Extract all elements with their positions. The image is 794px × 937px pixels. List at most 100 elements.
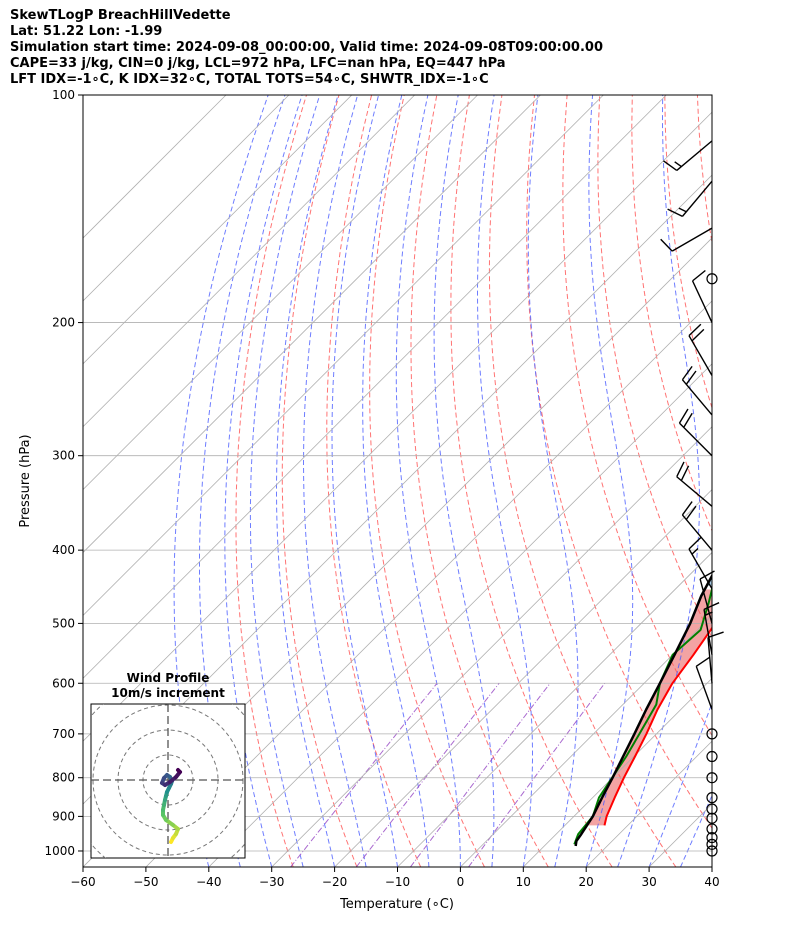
barb-flag bbox=[660, 238, 673, 252]
isotherm--80 bbox=[83, 111, 712, 742]
barb-half-flag bbox=[678, 207, 687, 213]
barb-staff bbox=[695, 666, 713, 710]
wind-barb bbox=[663, 140, 713, 172]
isotherm-0 bbox=[460, 614, 712, 867]
barb-staff bbox=[707, 637, 713, 684]
y-tick-label: 700 bbox=[52, 727, 75, 741]
isotherm--90 bbox=[83, 95, 667, 679]
hodograph-plot bbox=[91, 704, 245, 858]
barb-flag bbox=[707, 631, 724, 639]
dry-adiabat-60 bbox=[597, 95, 712, 639]
barb-staff bbox=[671, 227, 713, 252]
barb-staff bbox=[688, 335, 713, 376]
parcel-line bbox=[574, 573, 712, 847]
barb-staff bbox=[676, 476, 713, 507]
barb-flag bbox=[663, 160, 678, 172]
dry-adiabat-30 bbox=[488, 95, 677, 867]
dewpoint-line bbox=[573, 585, 712, 845]
hodograph-title: Wind Profile bbox=[127, 671, 210, 685]
moist-adiabat--35 bbox=[199, 95, 286, 867]
wind-barb bbox=[678, 408, 713, 457]
isotherm-40 bbox=[711, 866, 712, 867]
x-tick-label: 20 bbox=[579, 875, 594, 889]
moist-adiabat--30 bbox=[224, 95, 303, 867]
chart-header: SkewTLogP BreachHillVedette Lat: 51.22 L… bbox=[10, 8, 603, 88]
isotherm--160 bbox=[83, 95, 227, 239]
x-tick-label: −20 bbox=[322, 875, 347, 889]
wind-barb bbox=[695, 656, 713, 710]
hodograph-segment bbox=[176, 768, 182, 774]
moist-adiabat-35 bbox=[680, 794, 712, 867]
x-tick-label: 40 bbox=[704, 875, 719, 889]
barb-flag bbox=[685, 505, 697, 520]
barb-half-flag bbox=[691, 547, 699, 555]
x-tick-label: −50 bbox=[133, 875, 158, 889]
barb-staff bbox=[691, 280, 713, 323]
isotherm-10 bbox=[523, 677, 712, 867]
wind-barb bbox=[660, 227, 713, 252]
wind-barb bbox=[676, 461, 713, 507]
moist-adiabat-10 bbox=[477, 95, 533, 867]
dry-adiabat-10 bbox=[410, 95, 549, 867]
mixing-ratio-0.4 bbox=[290, 682, 438, 867]
isotherm--130 bbox=[83, 95, 415, 428]
moist-adiabat--25 bbox=[249, 95, 321, 867]
time-line: Simulation start time: 2024-09-08_00:00:… bbox=[10, 40, 603, 55]
wind-barb bbox=[688, 323, 713, 376]
mixing-ratio-4 bbox=[468, 683, 606, 867]
temperature-line bbox=[603, 626, 712, 826]
barb-staff bbox=[699, 578, 713, 624]
hodograph-subtitle: 10m/s increment bbox=[111, 686, 225, 700]
isotherm--120 bbox=[83, 95, 478, 491]
wind-barb bbox=[707, 631, 724, 684]
location-line: Lat: 51.22 Lon: -1.99 bbox=[10, 24, 163, 39]
y-tick-label: 200 bbox=[52, 316, 75, 330]
moist-adiabat-15 bbox=[527, 95, 579, 867]
moist-adiabat-25 bbox=[617, 95, 701, 867]
barb-flag bbox=[676, 461, 685, 478]
dry-adiabat-110 bbox=[763, 95, 794, 867]
barb-staff bbox=[676, 140, 713, 171]
wind-barb bbox=[681, 365, 713, 416]
x-tick-label: −40 bbox=[196, 875, 221, 889]
barb-flag bbox=[667, 208, 683, 218]
moist-adiabat--10 bbox=[331, 95, 398, 867]
dry-adiabat-40 bbox=[526, 95, 712, 829]
barb-flag bbox=[680, 465, 690, 481]
wind-barb bbox=[688, 537, 713, 590]
moist-adiabat--5 bbox=[362, 95, 430, 867]
moist-adiabat-20 bbox=[585, 95, 634, 867]
barb-flag bbox=[678, 408, 689, 424]
moist-adiabat--15 bbox=[303, 95, 367, 867]
mixing-ratio-1 bbox=[355, 682, 500, 867]
isotherm--100 bbox=[83, 95, 604, 616]
barb-flag bbox=[681, 501, 693, 516]
barb-flag bbox=[685, 370, 697, 385]
x-tick-label: −10 bbox=[385, 875, 410, 889]
barb-staff bbox=[703, 609, 713, 655]
barb-half-flag bbox=[674, 161, 682, 168]
wind-barb bbox=[667, 180, 713, 218]
dry-adiabat-50 bbox=[562, 95, 712, 737]
x-tick-label: −60 bbox=[70, 875, 95, 889]
barb-staff bbox=[688, 548, 713, 590]
moist-adiabat-40 bbox=[711, 865, 712, 867]
isotherm--10 bbox=[397, 551, 712, 867]
dry-adiabat--20 bbox=[281, 95, 358, 867]
indices-line-1: CAPE=33 j/kg, CIN=0 j/kg, LCL=972 hPa, L… bbox=[10, 56, 506, 71]
y-tick-label: 300 bbox=[52, 449, 75, 463]
moist-adiabat--40 bbox=[173, 95, 269, 867]
isotherm--110 bbox=[83, 95, 541, 554]
barb-flag bbox=[688, 537, 702, 550]
y-axis-label: Pressure (hPa) bbox=[18, 434, 33, 527]
barb-staff bbox=[681, 514, 713, 551]
isotherm--20 bbox=[334, 489, 712, 867]
mixing-ratio-2 bbox=[409, 682, 551, 867]
isotherm--40 bbox=[208, 363, 712, 867]
isotherm--150 bbox=[83, 95, 290, 302]
y-tick-label: 1000 bbox=[44, 844, 75, 858]
chart-title: SkewTLogP BreachHillVedette bbox=[10, 8, 231, 23]
y-tick-label: 900 bbox=[52, 809, 75, 823]
